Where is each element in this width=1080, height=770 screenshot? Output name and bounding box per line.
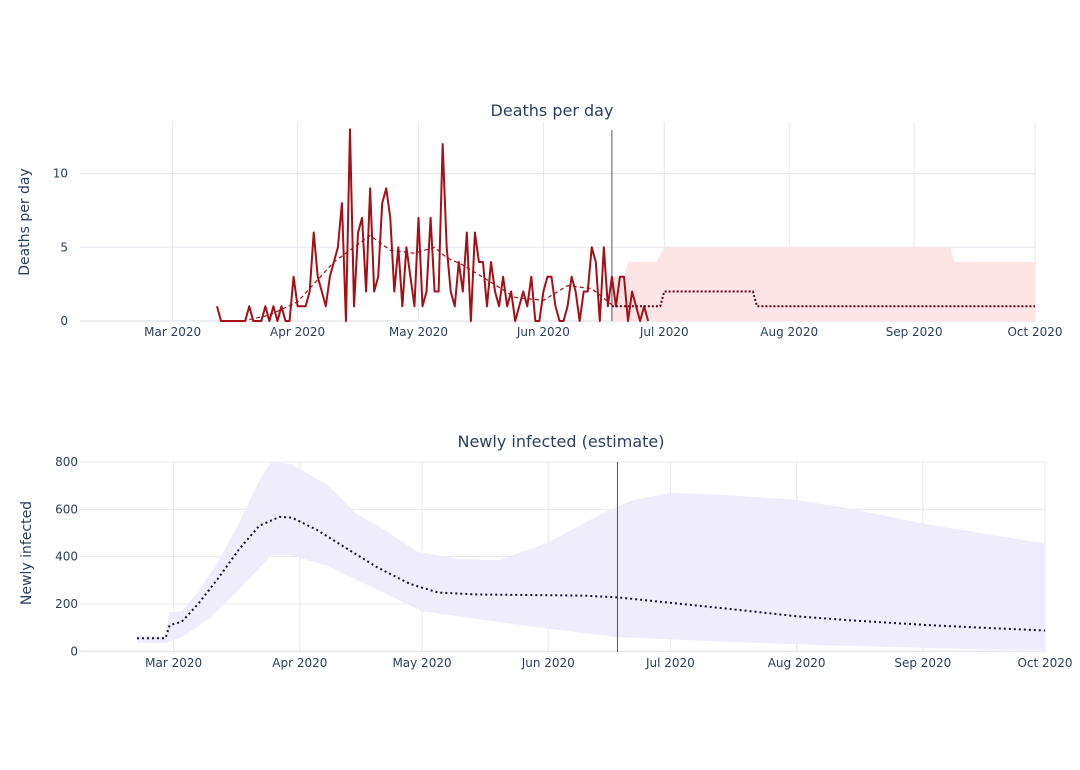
uncertainty-band <box>611 247 1035 321</box>
infected-y-axis-label: Newly infected <box>19 501 35 605</box>
infected-title: Newly infected (estimate) <box>457 432 664 451</box>
y-tick-label: 0 <box>60 314 68 328</box>
infected-chart: Mar 2020 Apr 2020 May 2020 Jun 2020 Jul 2020… <box>19 432 1073 670</box>
y-tick-label: 200 <box>55 597 78 611</box>
y-tick-label: 0 <box>70 644 78 658</box>
observed-deaths-line <box>216 128 650 322</box>
x-tick-label: May 2020 <box>392 656 451 670</box>
deaths-lines <box>216 128 1035 322</box>
infected-lines <box>137 462 1046 652</box>
x-tick-label: Jul 2020 <box>645 656 695 670</box>
x-tick-label: Aug 2020 <box>768 656 826 670</box>
infected-tick-labels: Mar 2020 Apr 2020 May 2020 Jun 2020 Jul 2020… <box>55 455 1072 670</box>
x-tick-label: Mar 2020 <box>145 656 202 670</box>
x-tick-label: Apr 2020 <box>272 656 327 670</box>
x-tick-label: Jun 2020 <box>521 656 575 670</box>
deaths-y-axis-label: Deaths per day <box>17 168 33 276</box>
x-tick-label: Sep 2020 <box>894 656 951 670</box>
y-tick-label: 600 <box>55 502 78 516</box>
y-tick-label: 5 <box>60 240 68 254</box>
y-tick-label: 400 <box>55 550 78 564</box>
x-tick-label: May 2020 <box>389 325 448 339</box>
deaths-chart: Mar 2020 Apr 2020 May 2020 Jun 2020 Jul 2020… <box>17 101 1063 339</box>
x-tick-label: Sep 2020 <box>886 325 943 339</box>
smoothed-deaths-line <box>249 234 613 321</box>
deaths-forecast-band <box>611 247 1035 321</box>
x-tick-label: Jun 2020 <box>516 325 570 339</box>
x-tick-label: Mar 2020 <box>144 325 201 339</box>
x-tick-label: Oct 2020 <box>1017 656 1072 670</box>
deaths-title: Deaths per day <box>491 101 614 120</box>
y-tick-label: 800 <box>55 455 78 469</box>
x-tick-label: Apr 2020 <box>270 325 325 339</box>
forecast-deaths-line <box>611 290 1035 308</box>
uncertainty-band <box>137 462 1046 651</box>
infected-band <box>137 462 1046 651</box>
x-tick-label: Jul 2020 <box>639 325 689 339</box>
y-tick-label: 10 <box>53 167 68 181</box>
infected-estimate-line <box>137 515 1046 640</box>
deaths-tick-labels: Mar 2020 Apr 2020 May 2020 Jun 2020 Jul 2020… <box>53 167 1063 339</box>
x-tick-label: Oct 2020 <box>1007 325 1062 339</box>
x-tick-label: Aug 2020 <box>760 325 818 339</box>
